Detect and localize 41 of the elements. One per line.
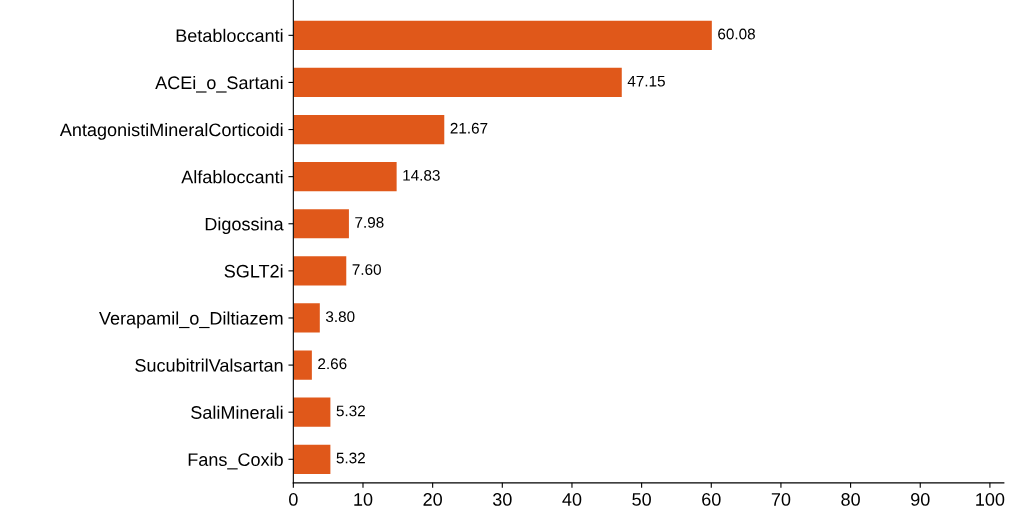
y-tick-label: Betabloccanti <box>176 28 283 43</box>
x-tick-label: 70 <box>771 493 791 506</box>
data-label: 7.60 <box>352 264 381 275</box>
y-tick-label: ACEi_o_Sartani <box>155 75 283 93</box>
y-tick-label: SGLT2i <box>224 264 283 278</box>
x-tick-label: 30 <box>492 493 512 506</box>
bar <box>293 114 445 145</box>
data-label: 14.83 <box>403 169 440 181</box>
x-tick-label: 80 <box>841 493 860 506</box>
x-tick-label: 60 <box>702 493 721 506</box>
data-label: 5.32 <box>336 405 365 417</box>
data-label: 5.32 <box>336 452 365 464</box>
x-tick-label: 0 <box>289 493 298 506</box>
data-label: 2.66 <box>318 358 347 370</box>
bar <box>293 444 331 474</box>
y-tick-label: SaliMinerali <box>191 405 283 419</box>
y-tick-label: Verapamil_o_Diltiazem <box>99 311 283 329</box>
bar <box>293 209 349 239</box>
x-tick-label: 20 <box>423 493 442 506</box>
x-tick-label: 90 <box>911 493 930 506</box>
data-label: 3.80 <box>325 311 355 323</box>
y-tick-label: Fans_Coxib <box>188 452 283 470</box>
x-tick-label: 100 <box>976 493 1005 506</box>
data-label: 60.08 <box>718 28 755 40</box>
data-label: 7.98 <box>355 217 384 228</box>
x-tick-label: 50 <box>632 493 651 506</box>
bar <box>293 256 347 286</box>
y-tick-label: SucubitrilValsartan <box>135 358 283 372</box>
y-tick-label: Digossina <box>205 217 284 235</box>
bar <box>293 162 397 192</box>
x-tick-label: 40 <box>562 493 582 506</box>
bar <box>293 397 331 427</box>
x-tick-label: 10 <box>354 493 373 506</box>
data-label: 21.67 <box>450 122 488 134</box>
bar <box>293 350 312 380</box>
y-tick-label: Alfabloccanti <box>181 170 283 184</box>
bar <box>293 303 320 333</box>
bar <box>293 67 622 98</box>
y-tick-label: AntagonistiMineralCorticoidi <box>59 123 283 140</box>
bar <box>293 20 712 50</box>
data-label: 47.15 <box>627 75 665 87</box>
